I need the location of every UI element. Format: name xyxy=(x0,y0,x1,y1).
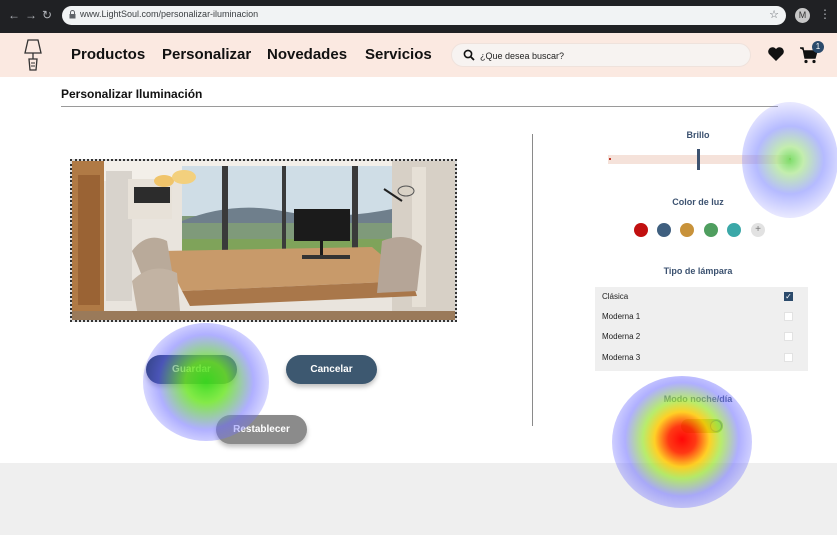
nav-personalizar[interactable]: Personalizar xyxy=(162,46,252,63)
mode-label: Modo noche/día xyxy=(663,394,733,404)
nav-productos[interactable]: Productos xyxy=(71,46,146,63)
add-color-button[interactable]: + xyxy=(751,223,765,237)
browser-chrome: ← → ↻ www.LightSoul.com/personalizar-ilu… xyxy=(0,0,837,33)
color-swatch-blue[interactable] xyxy=(657,223,671,237)
lamp-option-moderna-3[interactable]: Moderna 3 xyxy=(595,348,808,368)
search-input[interactable] xyxy=(480,47,740,64)
address-bar[interactable]: www.LightSoul.com/personalizar-iluminaci… xyxy=(62,6,786,25)
back-icon[interactable]: ← xyxy=(8,8,20,22)
lamp-option-label: Moderna 2 xyxy=(602,332,641,341)
room-preview-image xyxy=(70,159,457,322)
brightness-label: Brillo xyxy=(686,130,710,140)
color-swatch-green[interactable] xyxy=(704,223,718,237)
lamp-option-label: Moderna 1 xyxy=(602,312,641,321)
night-day-toggle[interactable] xyxy=(681,419,723,433)
browser-menu-icon[interactable]: ⋮ xyxy=(819,7,831,21)
cart-count-badge: 1 xyxy=(812,41,824,53)
lamp-option-moderna-2[interactable]: Moderna 2 xyxy=(595,327,808,347)
reset-button[interactable]: Restablecer xyxy=(216,415,307,444)
page-title: Personalizar Iluminación xyxy=(61,87,203,101)
profile-avatar[interactable]: M xyxy=(795,8,810,23)
url-text: www.LightSoul.com/personalizar-iluminaci… xyxy=(80,9,259,19)
color-swatch-teal[interactable] xyxy=(727,223,741,237)
lamp-logo-icon[interactable] xyxy=(22,38,44,72)
color-label: Color de luz xyxy=(672,197,724,207)
lamp-checkbox[interactable]: ✓ xyxy=(784,292,793,301)
color-swatch-amber[interactable] xyxy=(680,223,694,237)
lamp-checkbox[interactable] xyxy=(784,353,793,362)
toggle-knob xyxy=(710,420,722,432)
forward-icon[interactable]: → xyxy=(25,8,37,22)
cancel-button[interactable]: Cancelar xyxy=(286,355,377,384)
lamp-option-moderna-1[interactable]: Moderna 1 xyxy=(595,307,808,327)
lamp-type-label: Tipo de lámpara xyxy=(663,266,733,276)
panel-divider xyxy=(532,134,533,426)
nav-servicios[interactable]: Servicios xyxy=(365,46,432,63)
search-box xyxy=(451,43,751,67)
nav-novedades[interactable]: Novedades xyxy=(267,46,348,63)
site-header: Productos Personalizar Novedades Servici… xyxy=(0,33,837,77)
search-icon[interactable] xyxy=(463,49,475,61)
color-swatch-red[interactable] xyxy=(634,223,648,237)
save-button[interactable]: Guardar xyxy=(146,355,237,384)
lamp-type-list: Clásica ✓ Moderna 1 Moderna 2 Moderna 3 xyxy=(595,287,808,371)
reload-icon[interactable]: ↻ xyxy=(42,8,53,22)
slider-max-marker xyxy=(789,158,791,160)
lamp-option-label: Clásica xyxy=(602,292,629,301)
office-room-illustration xyxy=(72,161,455,320)
bookmark-star-icon[interactable]: ☆ xyxy=(769,9,779,21)
brightness-slider-thumb[interactable] xyxy=(696,149,700,170)
title-divider xyxy=(61,106,778,107)
lamp-option-label: Moderna 3 xyxy=(602,353,641,362)
lamp-option-clasica[interactable]: Clásica ✓ xyxy=(595,287,808,307)
lamp-checkbox[interactable] xyxy=(784,332,793,341)
lock-icon xyxy=(69,10,76,19)
lamp-checkbox[interactable] xyxy=(784,312,793,321)
heart-icon[interactable] xyxy=(767,46,785,62)
slider-min-marker xyxy=(609,158,611,160)
main-content: Personalizar Iluminación xyxy=(0,77,837,463)
